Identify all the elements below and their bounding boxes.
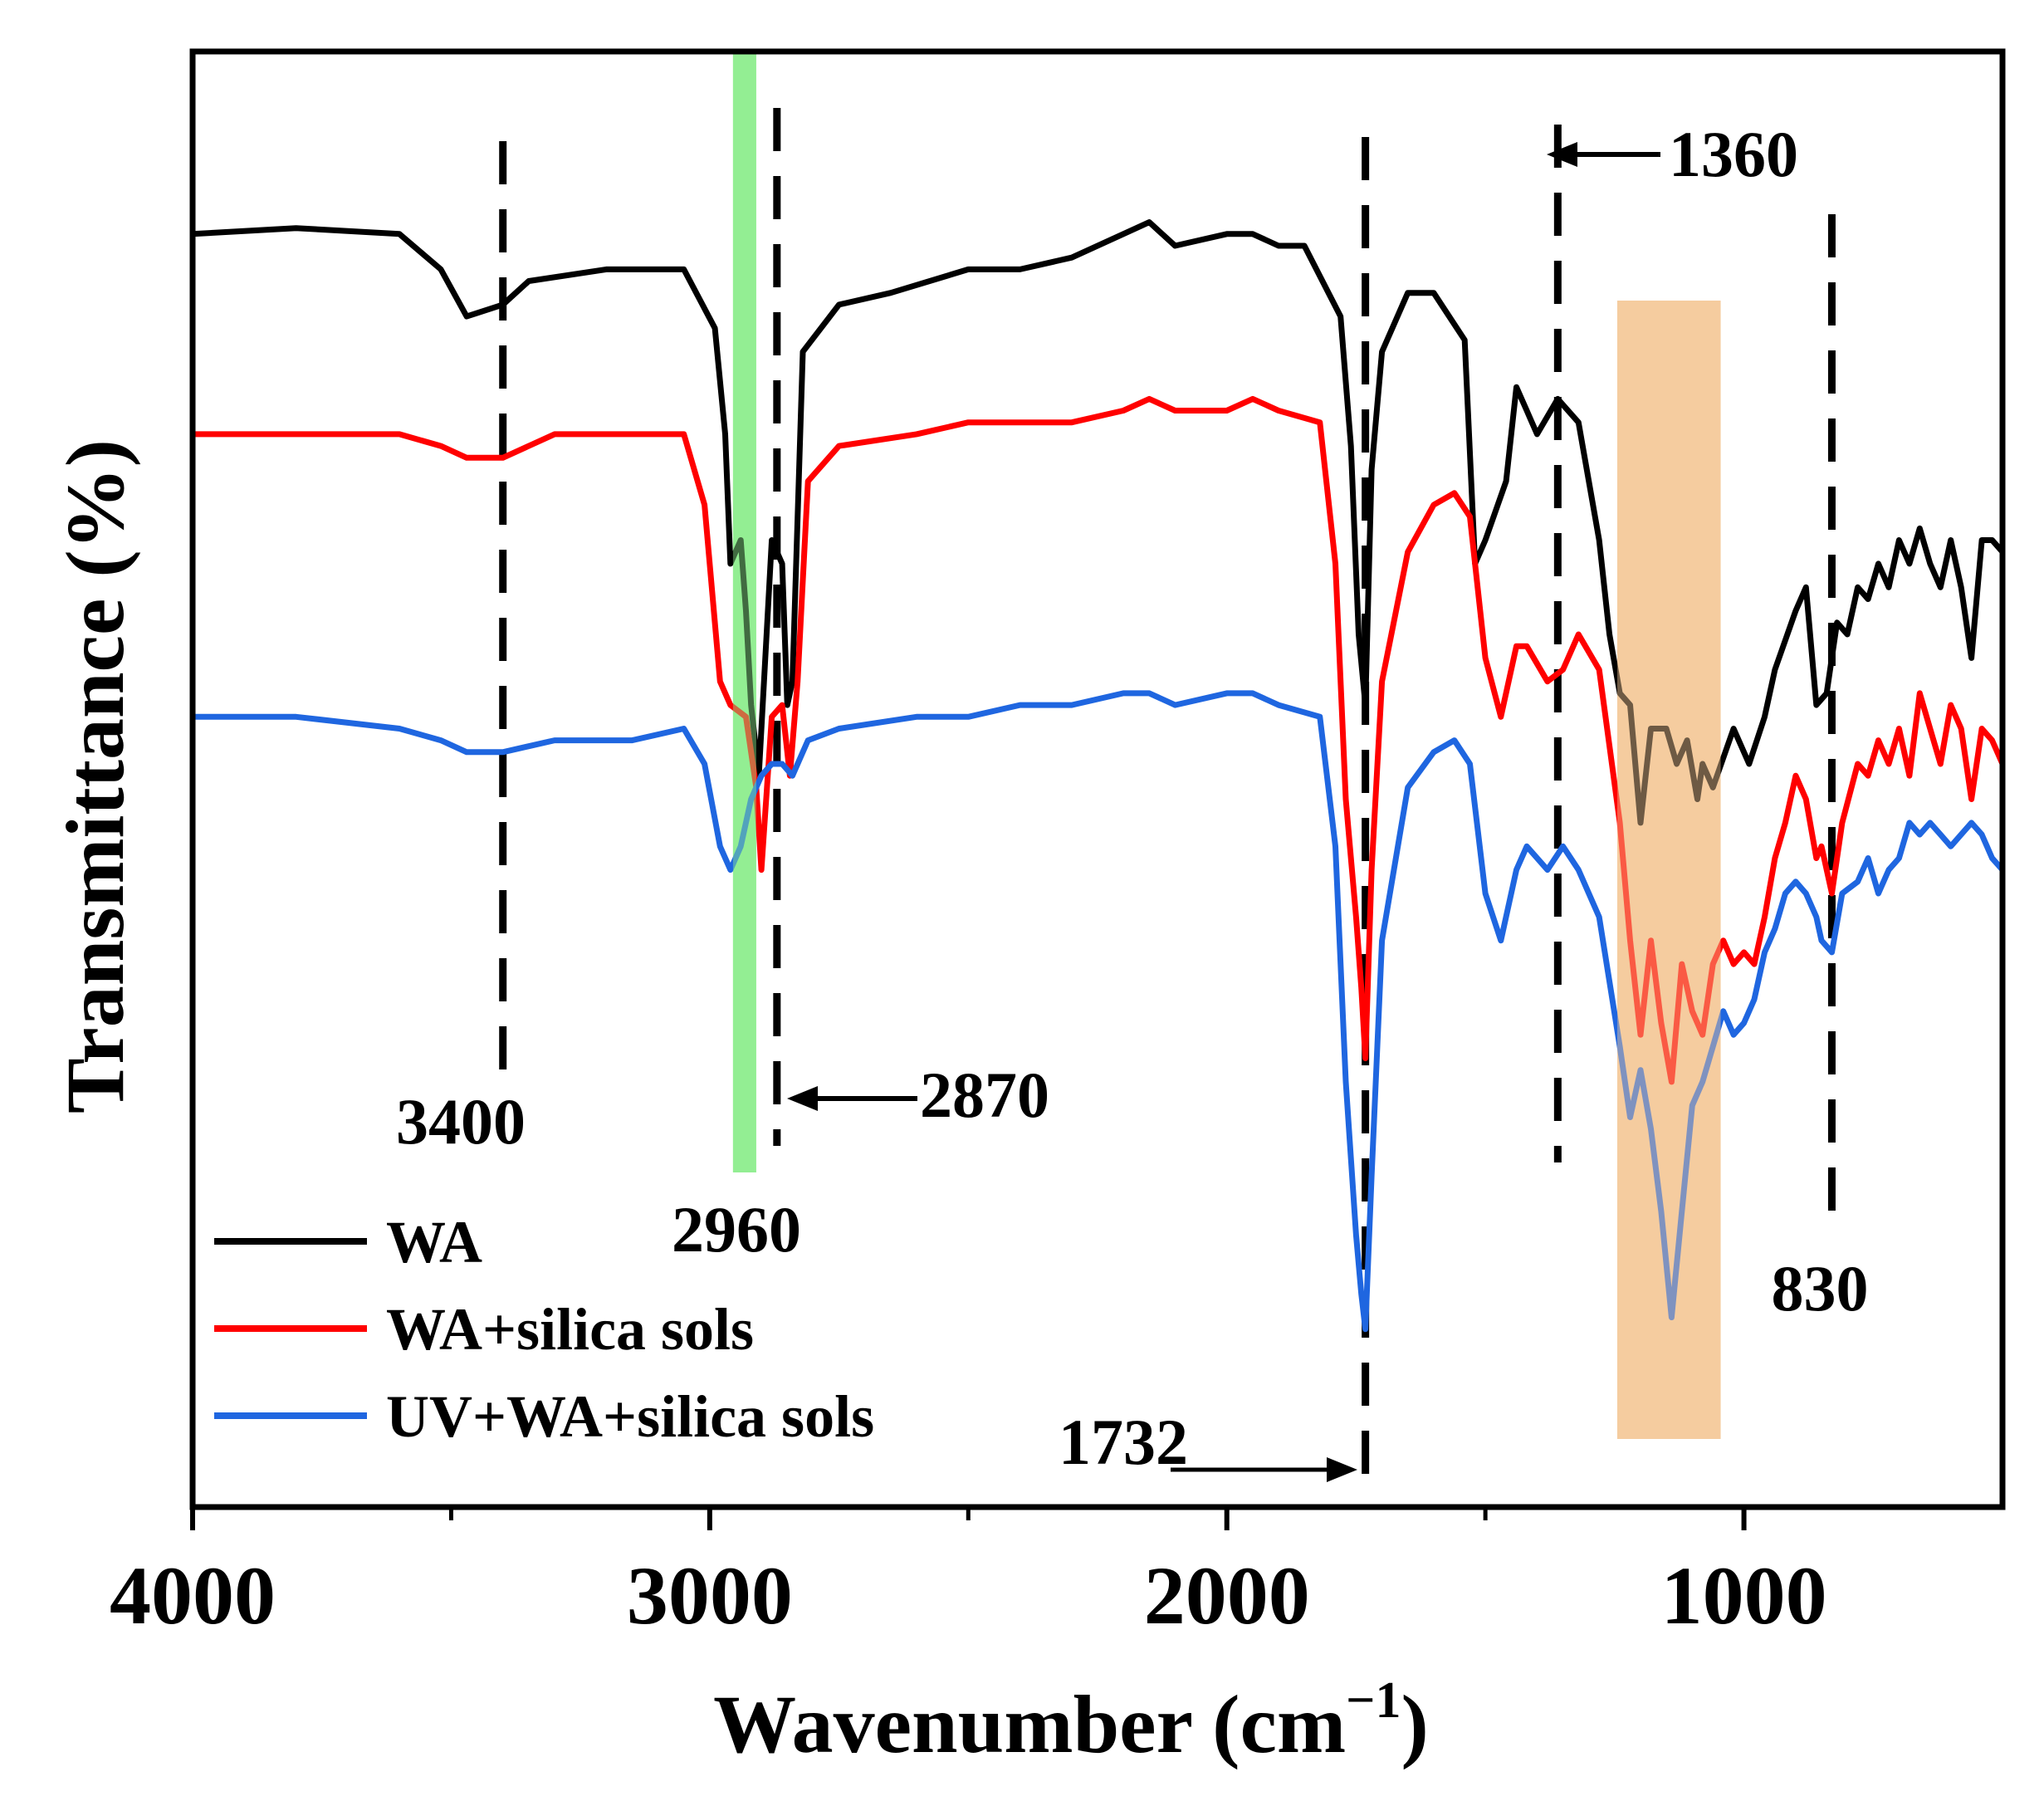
highlight-band-1 — [1616, 301, 1721, 1439]
annotation-1360: 1360 — [1669, 118, 1798, 190]
highlight-bands — [732, 51, 1721, 1439]
annotation-830: 830 — [1772, 1252, 1869, 1324]
highlight-band-overlay-0 — [732, 51, 756, 1172]
arrow-1360 — [1547, 142, 1660, 167]
reference-lines — [499, 108, 1836, 1499]
y-axis-label: Transmittance (%) — [49, 439, 141, 1113]
spectra-traces — [189, 219, 2006, 1333]
annotation-2870: 2870 — [920, 1059, 1049, 1131]
arrow-1732 — [1171, 1457, 1357, 1482]
arrow-2870 — [787, 1086, 917, 1111]
legend-label-0: WA — [386, 1209, 482, 1275]
x-axis-tick-labels: 4000 3000 2000 1000 — [110, 1549, 1827, 1642]
x-tick-label: 1000 — [1661, 1549, 1827, 1642]
legend: WA WA+silica sols UV+WA+silica sols — [214, 1209, 874, 1450]
annotation-3400: 3400 — [396, 1085, 526, 1157]
highlight-band-overlays — [732, 51, 1721, 1439]
x-tick-label: 2000 — [1144, 1549, 1310, 1642]
x-tick-label: 3000 — [627, 1549, 793, 1642]
x-axis-label: Wavenumber (cm−1) — [713, 1672, 1429, 1770]
plot-frame — [189, 48, 2006, 1510]
series-line-0 — [189, 219, 2006, 826]
annotation-2960: 2960 — [672, 1193, 801, 1265]
x-axis-ticks — [190, 1507, 1747, 1530]
legend-label-2: UV+WA+silica sols — [386, 1383, 874, 1450]
peak-annotations: 3400 2960 2870 1732 1360 830 — [396, 118, 1869, 1482]
x-tick-label: 4000 — [110, 1549, 276, 1642]
legend-label-1: WA+silica sols — [386, 1296, 754, 1363]
annotation-1732: 1732 — [1059, 1406, 1188, 1478]
series-line-2 — [189, 690, 2006, 1333]
highlight-band-overlay-1 — [1616, 301, 1721, 1439]
